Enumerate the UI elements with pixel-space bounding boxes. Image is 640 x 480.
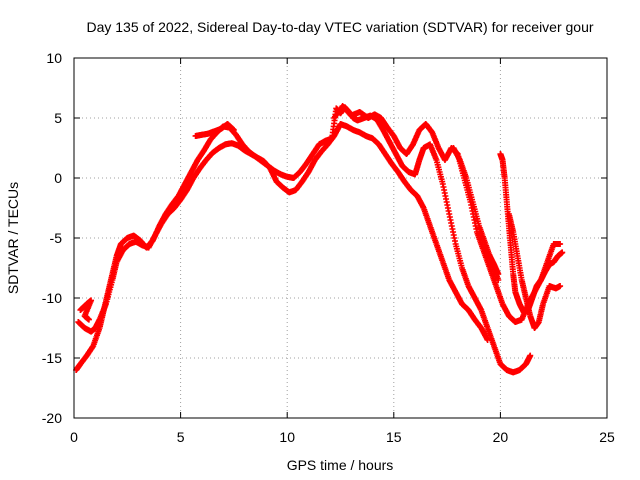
chart-title: Day 135 of 2022, Sidereal Day-to-day VTE…	[86, 19, 593, 35]
data-point	[559, 249, 566, 256]
y-tick-label: -20	[42, 410, 62, 426]
axis-ticks: 0 5 10 15 20 25 -20 -15 -10 -5 0 5 10	[42, 50, 615, 445]
y-tick-label: -15	[42, 350, 62, 366]
data-point	[557, 241, 564, 247]
series-track-4	[450, 145, 566, 331]
y-tick-label: -10	[42, 290, 62, 306]
x-tick-label: 15	[386, 429, 402, 445]
y-tick-label: 10	[46, 50, 62, 66]
x-tick-label: 0	[70, 429, 78, 445]
series-track-1	[73, 104, 534, 376]
data-point	[230, 127, 237, 133]
x-tick-label: 5	[177, 429, 185, 445]
x-axis-label: GPS time / hours	[287, 457, 394, 473]
y-tick-label: 0	[54, 170, 62, 186]
plot-frame	[73, 57, 608, 419]
data-points	[73, 103, 566, 376]
data-point	[527, 352, 534, 359]
x-tick-label: 10	[279, 429, 295, 445]
x-tick-label: 20	[493, 429, 509, 445]
data-point	[484, 337, 491, 343]
y-tick-label: -5	[50, 230, 63, 246]
x-tick-label: 25	[599, 429, 615, 445]
y-tick-label: 5	[54, 110, 62, 126]
data-point	[85, 316, 92, 323]
y-axis-label: SDTVAR / TECUs	[5, 182, 21, 294]
series-track-2	[75, 121, 491, 343]
data-point	[495, 277, 502, 283]
data-point	[495, 271, 502, 277]
data-point	[557, 283, 564, 289]
series-track-3	[77, 103, 564, 325]
